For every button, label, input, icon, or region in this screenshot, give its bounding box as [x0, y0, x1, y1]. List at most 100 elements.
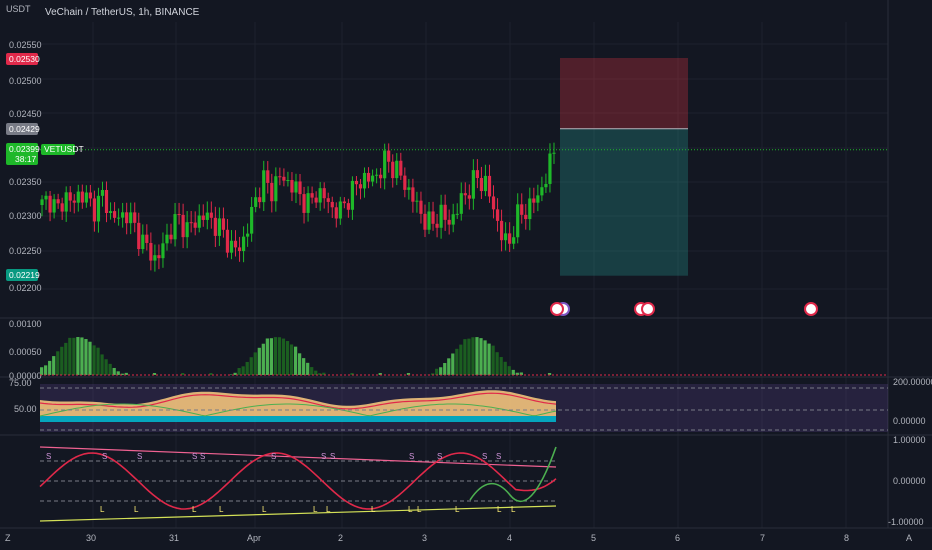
candlestick-series[interactable]	[40, 142, 556, 272]
osc1-bar	[52, 356, 56, 375]
osc3-l-marker: L	[455, 505, 460, 514]
candle-body	[512, 237, 516, 244]
osc1-bar	[515, 372, 519, 375]
candle-body	[431, 211, 435, 224]
candle-body	[455, 213, 459, 215]
osc1-bar	[471, 337, 475, 375]
time-axis[interactable]: 30 31 Apr 2 3 4 5 6 7 8 Z A	[5, 533, 912, 543]
osc1-bar	[257, 347, 261, 375]
target-price-label: 0.02219	[9, 270, 40, 280]
countdown-label: 38:17	[15, 154, 37, 164]
main-price-panel[interactable]: USDT VeChain / TetherUS, 1h, BINANCE	[6, 4, 888, 316]
price-axis[interactable]: 0.02550 0.02500 0.02450 0.02350 0.02300 …	[6, 40, 84, 293]
take-profit-zone[interactable]	[560, 128, 688, 276]
candle-body	[314, 197, 318, 203]
candle-body	[100, 190, 105, 196]
candle-body	[282, 176, 286, 181]
candle-body	[294, 181, 298, 193]
candle-body	[76, 191, 80, 203]
price-tick: 0.02550	[9, 40, 42, 50]
candle-body	[383, 150, 387, 179]
osc1-bar	[475, 337, 479, 375]
osc3-support-line	[39, 505, 557, 522]
osc3-s-marker: S	[46, 452, 51, 461]
candle-body	[306, 193, 310, 213]
osc1-bar	[491, 345, 495, 375]
osc3-s-marker: S	[271, 452, 276, 461]
candle-body	[544, 183, 548, 188]
osc3-l-marker: L	[326, 505, 331, 514]
osc1-bar	[302, 358, 306, 375]
candle-body	[266, 170, 270, 183]
event-icon	[641, 302, 655, 316]
osc1-bar	[322, 372, 326, 375]
price-tick: 0.02350	[9, 177, 42, 187]
candle-body	[370, 175, 375, 182]
osc3-s-marker: S	[102, 452, 107, 461]
osc1-bar	[487, 343, 491, 375]
oscillator-1-panel[interactable]: 0.00100 0.00050 0.00000	[9, 319, 888, 381]
osc1-bar	[100, 354, 104, 375]
target-price-badge	[6, 269, 38, 281]
candle-body	[197, 215, 201, 228]
osc1-tick: 0.00050	[9, 347, 42, 357]
candle-body	[483, 175, 488, 192]
osc3-resistance-line	[39, 446, 557, 468]
osc1-bar	[84, 339, 88, 375]
event-markers[interactable]	[550, 302, 818, 316]
osc1-tick: 0.00100	[9, 319, 42, 329]
osc1-bar	[108, 363, 112, 375]
osc1-bar	[289, 344, 294, 375]
osc1-bar	[435, 368, 439, 375]
osc1-bar	[298, 353, 302, 375]
candle-body	[145, 234, 149, 243]
osc1-bar	[519, 372, 523, 375]
osc1-bar	[96, 347, 100, 375]
stop-loss-zone[interactable]	[560, 58, 688, 129]
candle-body	[395, 160, 399, 179]
candle-body	[334, 207, 338, 219]
candle-body	[177, 214, 181, 216]
candle-body	[201, 215, 205, 220]
osc1-bar	[503, 361, 507, 375]
candle-body	[427, 211, 431, 230]
osc2-left-tick: 50.00	[14, 404, 37, 414]
candle-body	[495, 209, 500, 221]
zoom-reset-button[interactable]: Z	[5, 533, 11, 543]
osc2-right-tick: 200.00000	[893, 377, 932, 387]
candle-body	[286, 179, 290, 181]
candle-body	[213, 217, 217, 236]
osc2-left-tick: 75.00	[9, 378, 32, 388]
osc1-bar	[72, 337, 76, 375]
candle-body	[104, 190, 109, 214]
entry-price-label: 0.02429	[9, 124, 40, 134]
oscillator-2-panel[interactable]: 75.00 50.00 200.00000 0.00000	[9, 377, 932, 432]
osc1-bar	[495, 352, 499, 375]
oscillator-3-panel[interactable]: S S S S S S S S S S S SL L L L L L L L L L L L L 1.00000 0.0000…	[39, 435, 926, 527]
osc3-l-marker: L	[511, 505, 516, 514]
osc1-bar	[245, 361, 249, 375]
candle-body	[84, 192, 88, 203]
osc3-s-marker: S	[409, 452, 414, 461]
auto-scale-button[interactable]: A	[906, 533, 912, 543]
candle-body	[302, 194, 306, 213]
candle-body	[387, 150, 391, 162]
osc1-bar	[40, 367, 44, 375]
osc1-bar	[455, 348, 459, 375]
candle-body	[467, 195, 471, 199]
entry-price-badge	[6, 123, 38, 135]
osc3-l-marker: L	[100, 505, 105, 514]
osc1-bar	[64, 342, 68, 375]
candle-body	[342, 201, 346, 204]
osc1-bar	[463, 339, 467, 375]
candle-body	[358, 184, 363, 189]
osc3-lines	[39, 446, 557, 522]
osc3-l-marker: L	[313, 505, 318, 514]
current-price-badge	[6, 143, 38, 165]
candle-body	[350, 180, 355, 210]
osc2-red-line	[39, 392, 557, 410]
osc1-bar	[269, 338, 274, 375]
symbol-title: VeChain / TetherUS, 1h, BINANCE	[45, 7, 200, 18]
osc1-bar	[447, 358, 451, 375]
